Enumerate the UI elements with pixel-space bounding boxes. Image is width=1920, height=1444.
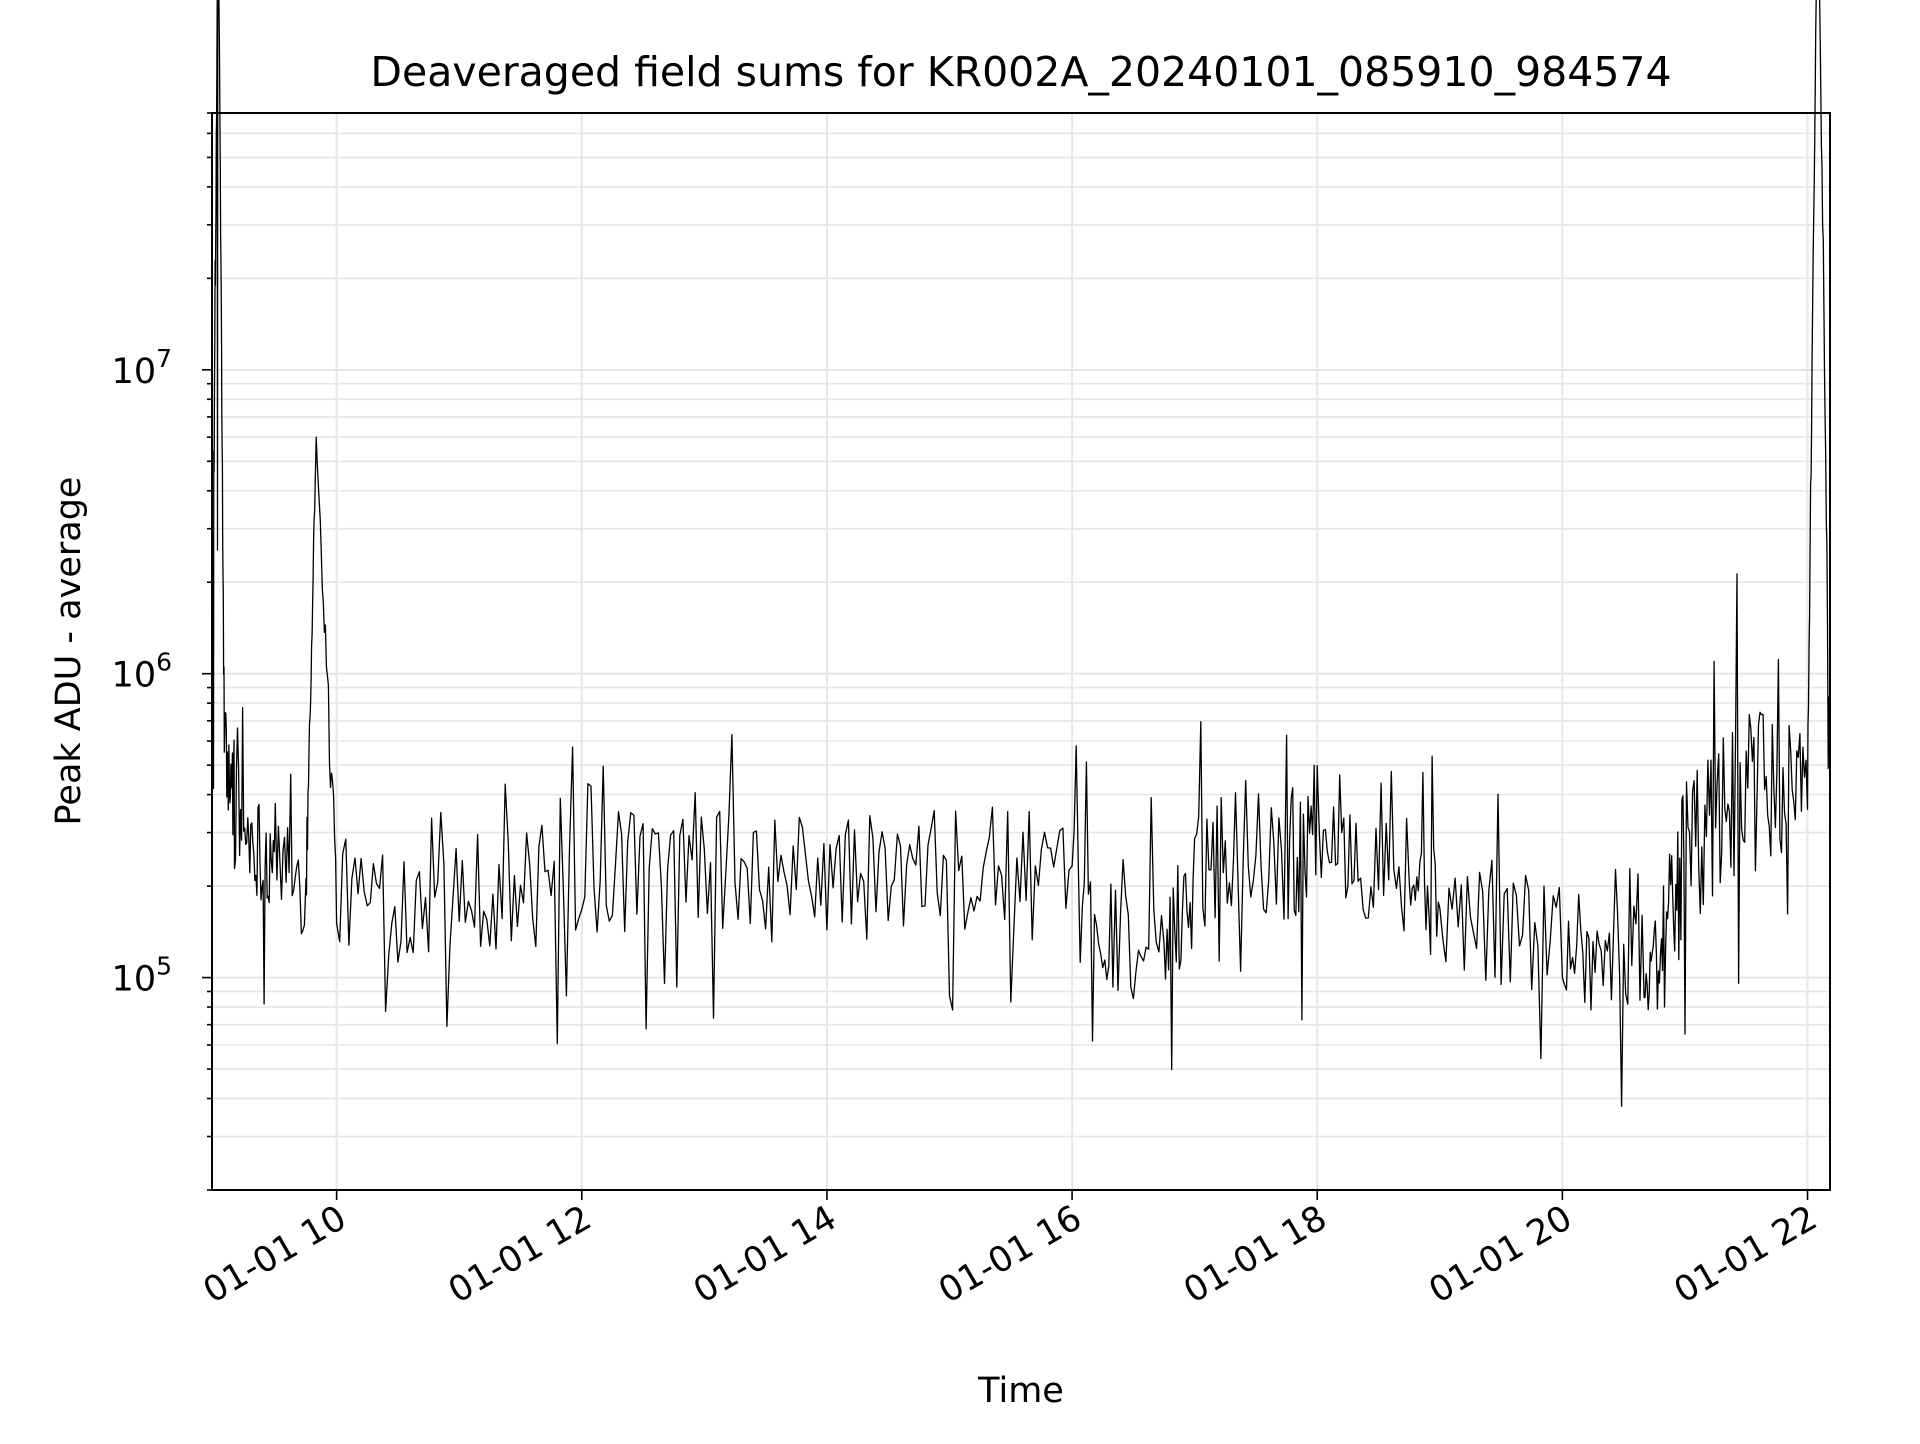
plot-data — [211, 0, 1831, 1107]
data-series-line — [211, 0, 1831, 1107]
x-tick-label: 01-01 22 — [1668, 1198, 1824, 1311]
x-tick-label: 01-01 14 — [687, 1198, 843, 1311]
x-tick-label: 01-01 18 — [1177, 1198, 1333, 1311]
x-axis-label: Time — [977, 1371, 1064, 1411]
grid — [212, 112, 1830, 1191]
y-tick-label: 107 — [112, 344, 172, 392]
y-axis-label: Peak ADU - average — [49, 477, 89, 826]
axes: 105 106 107 01-01 10 01-01 12 01-01 14 01-01 1… — [112, 112, 1824, 1311]
x-tick-label: 01-01 16 — [932, 1198, 1088, 1311]
x-tick-label: 01-01 10 — [197, 1198, 353, 1311]
y-tick-label: 105 — [112, 952, 172, 1000]
x-tick-label: 01-01 20 — [1423, 1198, 1579, 1311]
plot-frame — [211, 112, 1831, 1191]
y-tick-label: 106 — [112, 648, 172, 696]
x-tick-label: 01-01 12 — [442, 1198, 598, 1311]
chart-title: Deaveraged field sums for KR002A_2024010… — [370, 48, 1671, 96]
